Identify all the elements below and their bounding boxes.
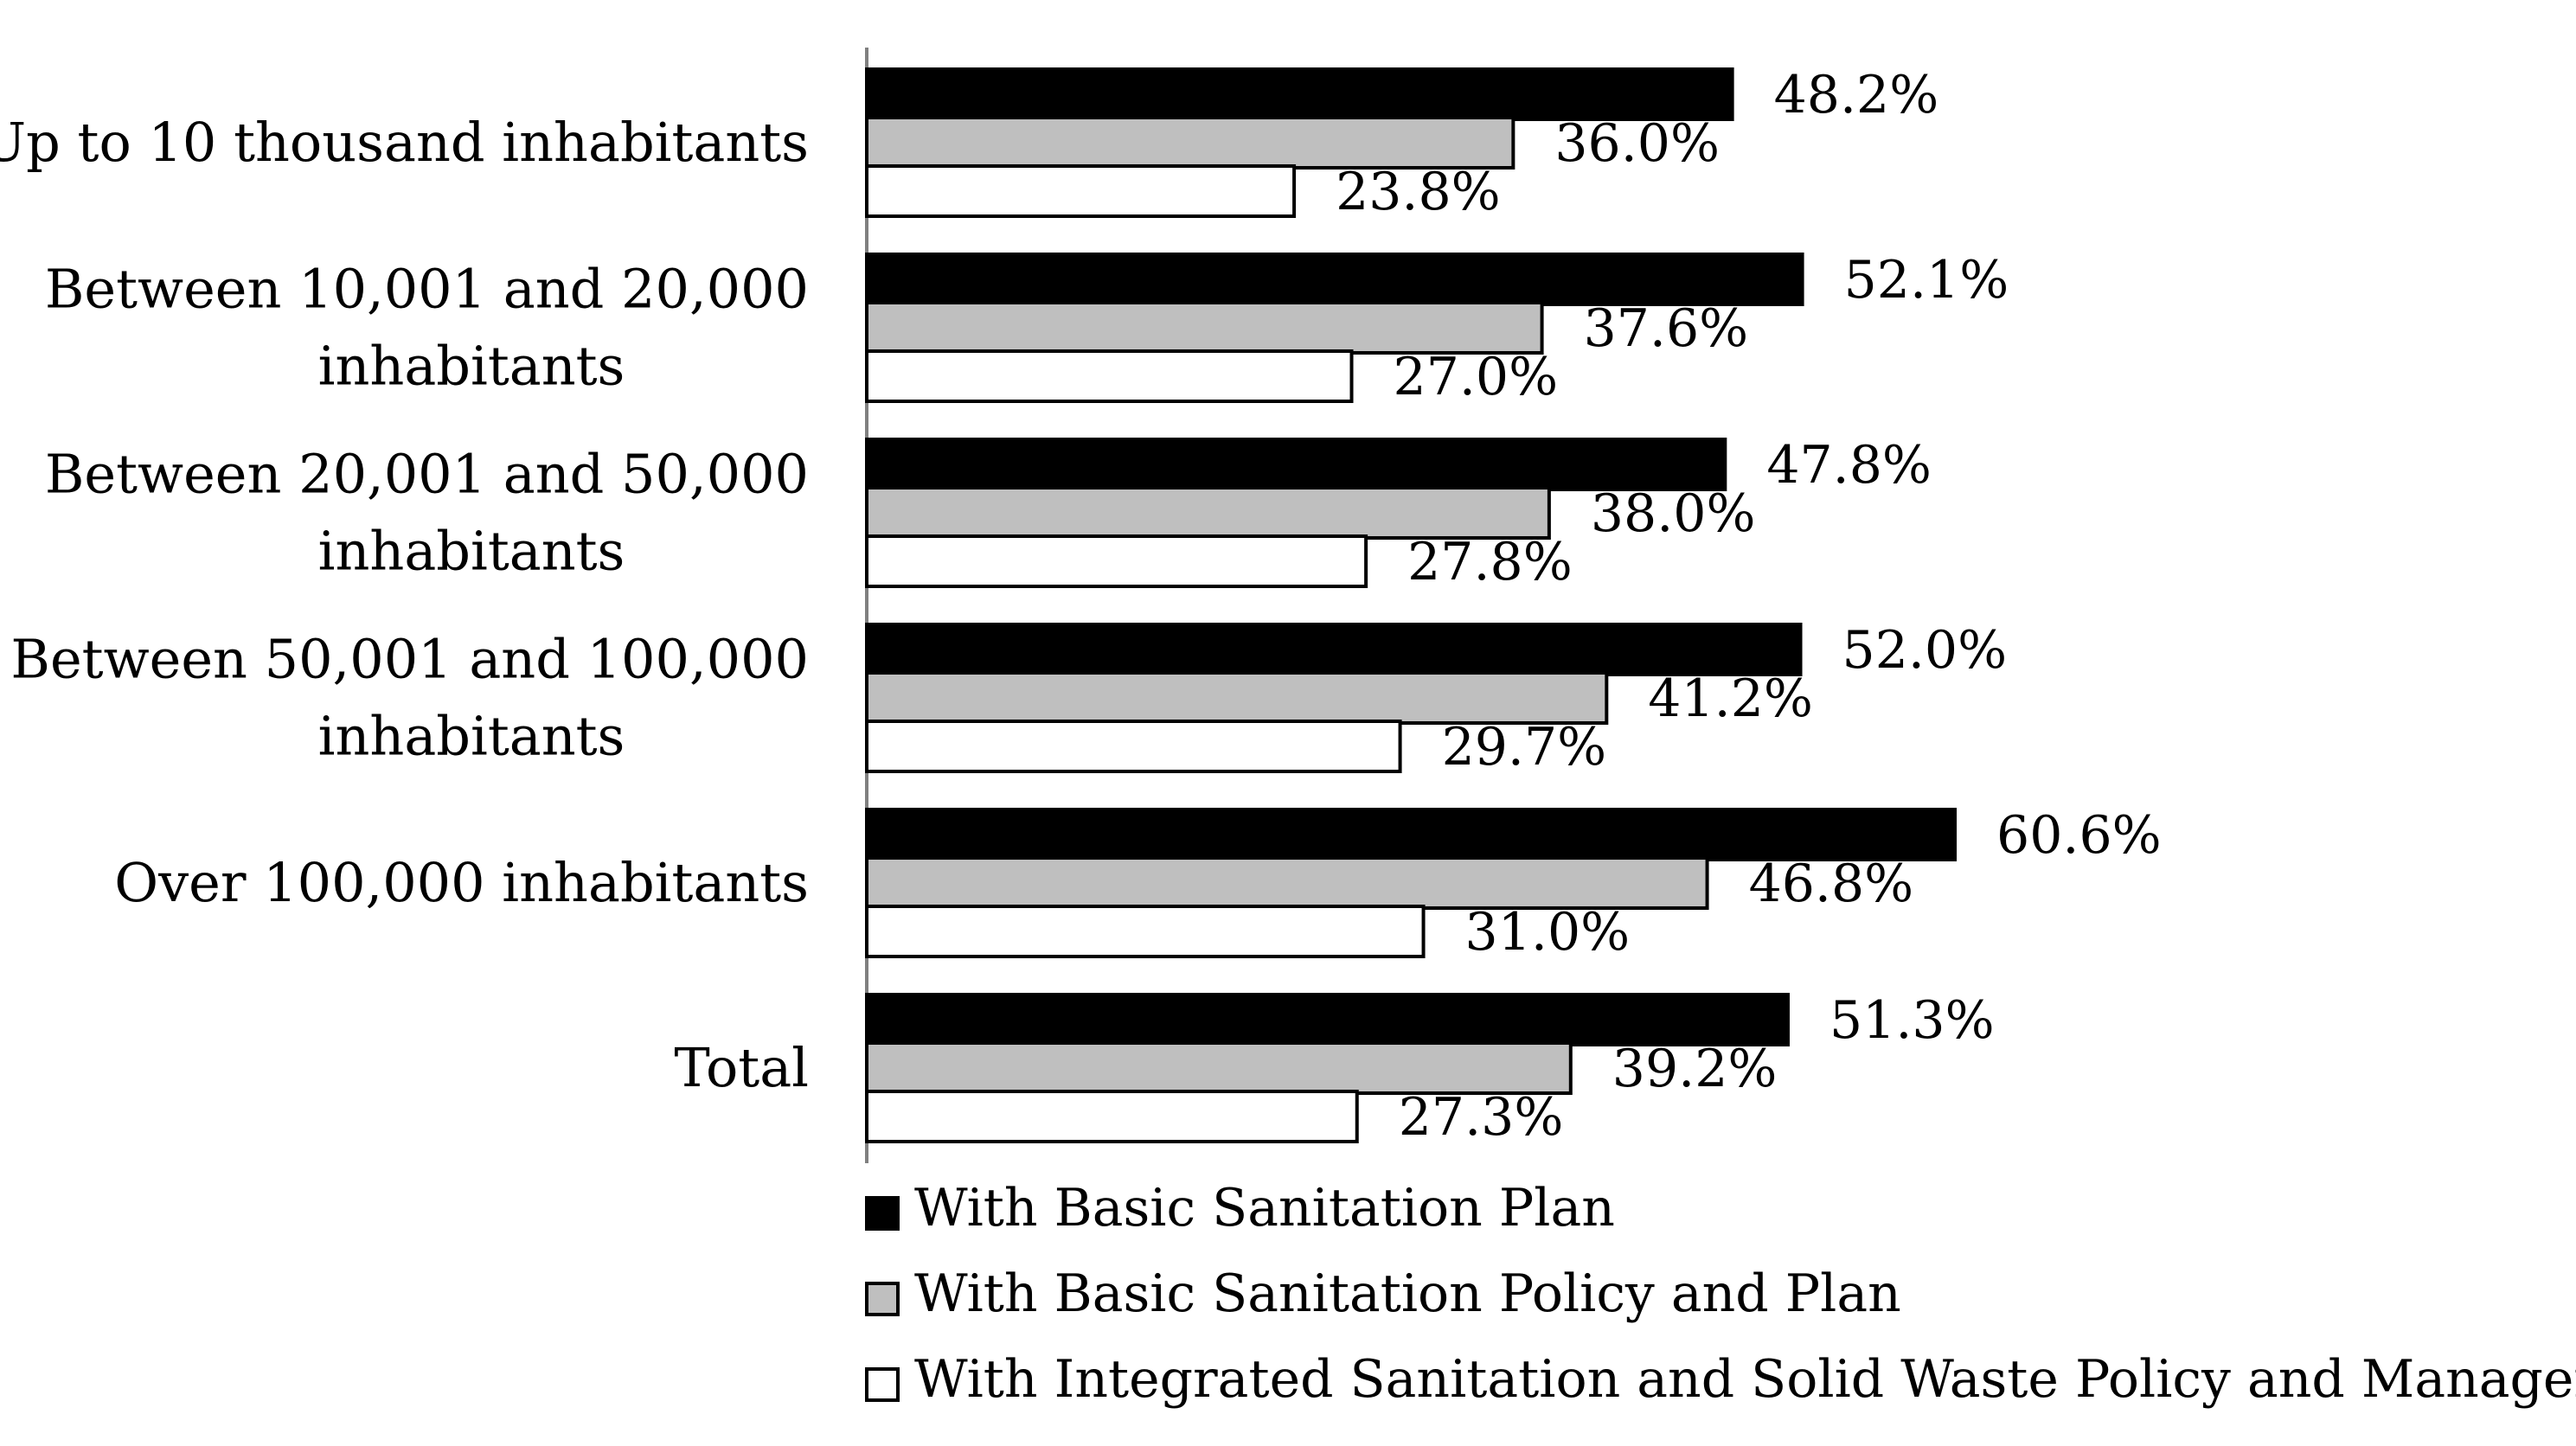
bar-series2-cat2 bbox=[865, 534, 1368, 588]
value-label: 52.0% bbox=[1842, 620, 2008, 681]
category-label: Up to 10 thousand inhabitants bbox=[0, 111, 809, 174]
value-label: 51.3% bbox=[1829, 990, 1995, 1051]
bar-series1-cat5 bbox=[865, 1041, 1573, 1095]
value-label: 60.6% bbox=[1996, 805, 2162, 866]
value-label: 23.8% bbox=[1336, 162, 1501, 222]
value-label: 29.7% bbox=[1442, 717, 1607, 777]
category-label: inhabitants bbox=[318, 335, 625, 398]
legend-swatch-2 bbox=[865, 1367, 900, 1402]
category-label: Between 50,001 and 100,000 bbox=[10, 628, 809, 691]
value-label: 52.1% bbox=[1844, 250, 2009, 310]
bar-series0-cat3 bbox=[865, 623, 1803, 676]
bar-series2-cat0 bbox=[865, 164, 1297, 218]
category-label: Over 100,000 inhabitants bbox=[114, 851, 809, 914]
bar-series2-cat1 bbox=[865, 349, 1354, 403]
legend-label: With Basic Sanitation Policy and Plan bbox=[914, 1264, 1901, 1324]
value-label: 48.2% bbox=[1774, 65, 1939, 125]
bar-series1-cat3 bbox=[865, 671, 1609, 725]
value-label: 36.0% bbox=[1554, 113, 1720, 174]
category-label: Between 20,001 and 50,000 bbox=[45, 443, 809, 506]
category-label: inhabitants bbox=[318, 520, 625, 583]
bar-series2-cat3 bbox=[865, 720, 1402, 773]
value-label: 41.2% bbox=[1648, 669, 1813, 729]
category-label: Total bbox=[674, 1036, 809, 1099]
legend-swatch-1 bbox=[865, 1282, 900, 1316]
category-label: Between 10,001 and 20,000 bbox=[45, 258, 809, 321]
bar-series1-cat0 bbox=[865, 116, 1515, 170]
value-label: 39.2% bbox=[1612, 1039, 1778, 1099]
bar-series0-cat2 bbox=[865, 438, 1727, 491]
value-label: 38.0% bbox=[1591, 483, 1756, 544]
value-label: 27.8% bbox=[1407, 532, 1573, 592]
legend-label: With Basic Sanitation Plan bbox=[914, 1178, 1615, 1238]
bar-series1-cat1 bbox=[865, 301, 1544, 355]
value-label: 27.3% bbox=[1399, 1087, 1564, 1148]
category-label: inhabitants bbox=[318, 705, 625, 768]
bar-series0-cat5 bbox=[865, 993, 1790, 1046]
bar-series0-cat0 bbox=[865, 67, 1734, 121]
value-label: 47.8% bbox=[1766, 435, 1932, 496]
legend-swatch-0 bbox=[865, 1196, 900, 1231]
value-label: 27.0% bbox=[1394, 347, 1559, 407]
bar-series2-cat5 bbox=[865, 1090, 1359, 1143]
value-label: 37.6% bbox=[1584, 298, 1749, 359]
bar-series2-cat4 bbox=[865, 905, 1426, 958]
value-label: 46.8% bbox=[1749, 854, 1914, 914]
value-label: 31.0% bbox=[1465, 902, 1631, 963]
bar-series0-cat4 bbox=[865, 808, 1958, 861]
bar-series1-cat2 bbox=[865, 486, 1551, 540]
bar-series1-cat4 bbox=[865, 856, 1709, 910]
bar-series0-cat1 bbox=[865, 253, 1804, 306]
legend-label: With Integrated Sanitation and Solid Was… bbox=[914, 1349, 2576, 1410]
